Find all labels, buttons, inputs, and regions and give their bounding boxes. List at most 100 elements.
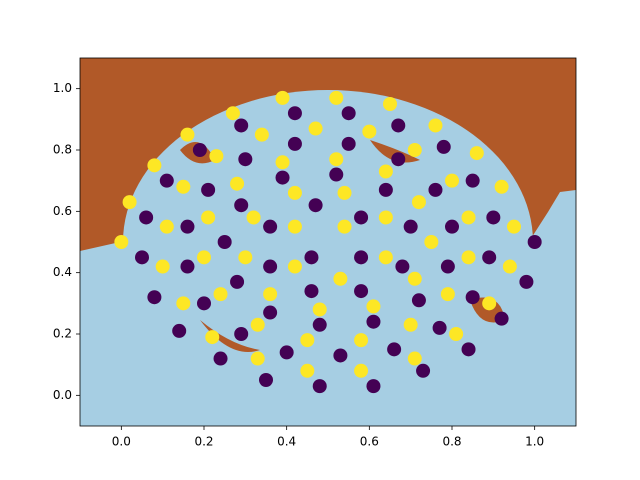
- point: [445, 219, 459, 234]
- point: [424, 235, 439, 249]
- point: [395, 259, 410, 274]
- point: [387, 342, 402, 357]
- point: [469, 146, 484, 161]
- point: [312, 302, 327, 317]
- point: [411, 195, 426, 210]
- point: [180, 127, 195, 142]
- point: [147, 290, 162, 305]
- y-tick-label: 0.0: [53, 388, 72, 402]
- y-tick-label: 0.6: [53, 204, 72, 218]
- point: [201, 210, 216, 225]
- point: [238, 152, 253, 167]
- point: [354, 333, 369, 348]
- point: [135, 250, 149, 265]
- point: [354, 250, 369, 265]
- point: [230, 274, 245, 289]
- point: [308, 121, 323, 136]
- point: [197, 296, 211, 311]
- point: [213, 287, 228, 302]
- point: [230, 176, 245, 191]
- point: [180, 259, 195, 274]
- point: [238, 250, 253, 265]
- point: [312, 379, 327, 394]
- point: [440, 287, 455, 302]
- point: [308, 198, 323, 213]
- point: [176, 179, 191, 194]
- point: [486, 210, 501, 225]
- point: [329, 152, 344, 167]
- point: [234, 327, 249, 341]
- point: [416, 363, 431, 378]
- point: [366, 299, 381, 314]
- point: [465, 173, 480, 188]
- point: [432, 320, 447, 335]
- point: [428, 182, 443, 197]
- point: [494, 179, 509, 194]
- point: [263, 219, 278, 234]
- point: [436, 139, 451, 154]
- point: [461, 250, 476, 265]
- y-tick-label: 1.0: [53, 81, 72, 95]
- point: [234, 198, 249, 213]
- point: [507, 219, 521, 234]
- point: [147, 158, 162, 173]
- point: [263, 259, 278, 274]
- point: [275, 155, 290, 170]
- point: [287, 259, 302, 274]
- point: [440, 259, 455, 274]
- point: [234, 118, 249, 133]
- point: [341, 136, 356, 151]
- x-tick-label: 1.0: [525, 435, 544, 449]
- point: [201, 182, 216, 197]
- point: [465, 290, 480, 305]
- x-tick-label: 0.4: [277, 435, 296, 449]
- point: [494, 311, 509, 326]
- point: [354, 363, 369, 378]
- point: [378, 250, 393, 265]
- point: [263, 305, 278, 320]
- point: [333, 271, 348, 286]
- point: [172, 323, 187, 338]
- point: [176, 296, 191, 311]
- point: [139, 210, 154, 225]
- point: [287, 106, 302, 121]
- point: [197, 250, 211, 265]
- point: [275, 170, 290, 185]
- point: [300, 363, 315, 378]
- point: [279, 345, 294, 360]
- point: [304, 250, 319, 265]
- point: [300, 333, 315, 348]
- point: [461, 210, 476, 225]
- point: [482, 296, 497, 311]
- point: [428, 118, 443, 133]
- point: [403, 219, 418, 234]
- point: [209, 149, 224, 164]
- point: [407, 351, 422, 366]
- point: [329, 167, 344, 182]
- point: [217, 235, 232, 249]
- point: [407, 143, 422, 157]
- point: [122, 195, 137, 210]
- point: [354, 210, 369, 225]
- point: [411, 293, 426, 308]
- point: [383, 97, 397, 111]
- point: [312, 317, 327, 332]
- point: [366, 314, 381, 329]
- point: [461, 342, 476, 357]
- x-tick-label: 0.0: [112, 435, 131, 449]
- point: [449, 327, 464, 341]
- point: [180, 219, 195, 234]
- point: [225, 106, 240, 121]
- point: [519, 274, 534, 289]
- point: [527, 235, 542, 249]
- point: [250, 351, 265, 366]
- point: [341, 106, 356, 121]
- point: [378, 182, 393, 197]
- point: [378, 210, 393, 225]
- y-tick-label: 0.8: [53, 143, 72, 157]
- x-tick-label: 0.2: [194, 435, 213, 449]
- point: [354, 284, 369, 299]
- point: [337, 185, 352, 200]
- x-tick-label: 0.6: [360, 435, 379, 449]
